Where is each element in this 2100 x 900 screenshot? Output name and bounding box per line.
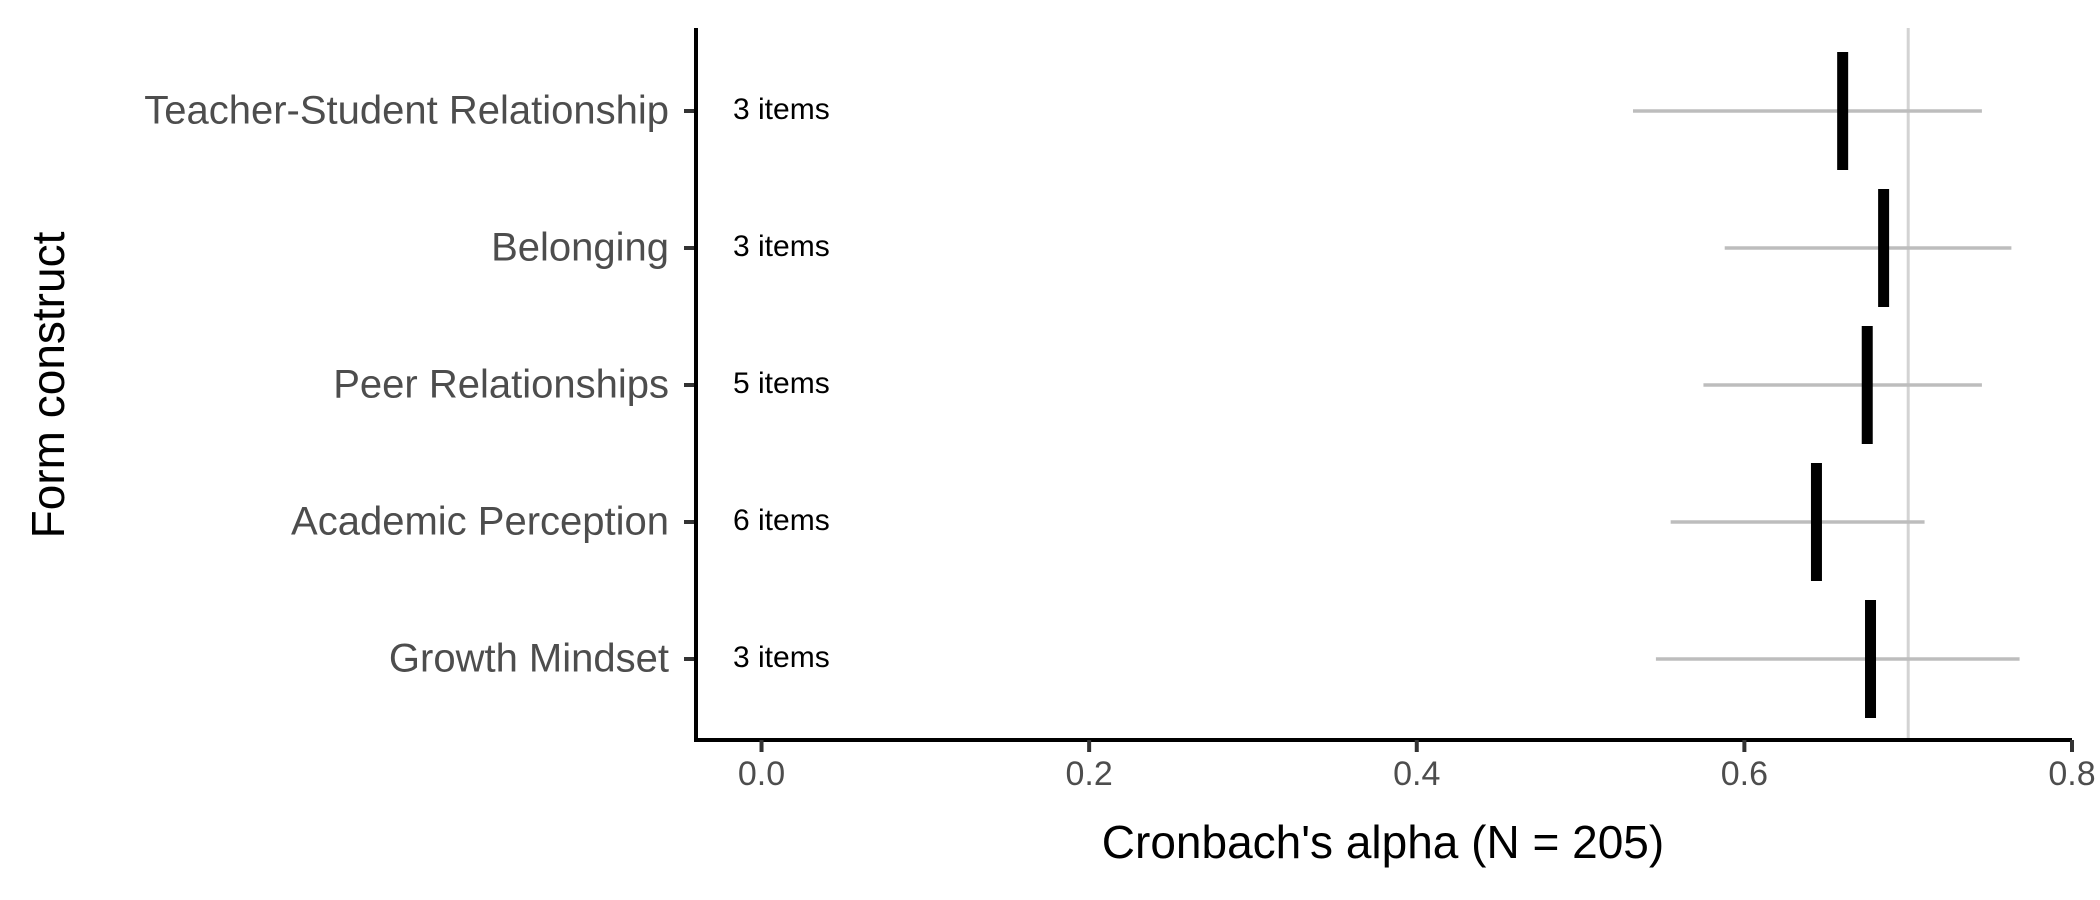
category-label: Academic Perception <box>291 500 669 544</box>
y-axis-title: Form construct <box>22 231 74 538</box>
x-axis-title: Cronbach's alpha (N = 205) <box>1102 816 1664 868</box>
plot-area: 3 items Teacher-Student Relationship 3 ite… <box>144 28 2096 793</box>
item-count-label: 6 items <box>733 504 830 537</box>
item-count-label: 3 items <box>733 93 830 126</box>
x-tick-label: 0.2 <box>1066 755 1113 793</box>
item-count-label: 3 items <box>733 230 830 263</box>
x-tick-label: 0.0 <box>738 755 785 793</box>
x-tick-label: 0.4 <box>1393 755 1440 793</box>
x-tick-label: 0.6 <box>1721 755 1768 793</box>
item-count-label: 5 items <box>733 367 830 400</box>
category-label: Growth Mindset <box>389 637 669 681</box>
category-label: Teacher-Student Relationship <box>144 89 669 133</box>
item-count-label: 3 items <box>733 641 830 674</box>
category-label: Belonging <box>491 226 669 270</box>
category-label: Peer Relationships <box>333 363 669 407</box>
x-tick-label: 0.8 <box>2048 755 2095 793</box>
